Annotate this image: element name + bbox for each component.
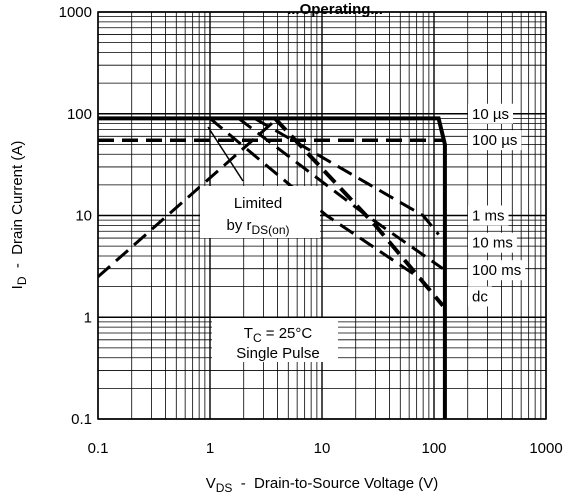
legend-label-bg	[468, 103, 513, 124]
x-tick-label: 1	[206, 440, 214, 457]
legend-label-bg	[468, 232, 517, 253]
y-tick-label: 1	[84, 309, 92, 326]
series-layer	[97, 116, 447, 419]
limited-pointer	[207, 126, 244, 182]
y-tick-label: 10	[75, 208, 92, 225]
conditions-tc: TC = 25°C	[244, 325, 313, 345]
legend-label-bg	[468, 130, 522, 151]
legend-label: dc	[472, 288, 488, 305]
x-tick-label: 0.1	[88, 440, 109, 457]
y-tick-label: 1000	[59, 4, 92, 21]
limited-label-box	[200, 186, 320, 238]
series-line	[98, 116, 447, 419]
series-line	[253, 117, 440, 236]
tick-labels: 0.1 1 10 100 1000 0.1 1 10 100 1000	[59, 4, 563, 457]
legend-label: 10 µs	[472, 106, 509, 123]
series-line	[273, 117, 445, 307]
series-line	[97, 117, 279, 278]
legend-label: 100 µs	[472, 132, 517, 149]
conditions-box	[212, 318, 338, 362]
x-tick-label: 100	[421, 440, 446, 457]
legend-label: 10 ms	[472, 235, 513, 252]
legend-label-bg	[468, 205, 509, 226]
legend-label-bg	[468, 260, 526, 281]
x-tick-label: 1000	[529, 440, 562, 457]
conditions-single-pulse: Single Pulse	[236, 345, 319, 362]
limited-label-line2: by rDS(on)	[226, 217, 289, 237]
y-tick-label: 100	[67, 106, 92, 123]
legend-label: 100 ms	[472, 262, 521, 279]
chart-title: ...Operating...	[287, 1, 383, 18]
x-tick-label: 10	[314, 440, 331, 457]
series-line	[237, 117, 444, 270]
legend-label: 1 ms	[472, 208, 505, 225]
series-line	[209, 117, 424, 282]
y-axis-title: ID - Drain Current (A)	[9, 141, 29, 290]
y-tick-label: 0.1	[71, 411, 92, 428]
limited-label-line1: Limited	[234, 195, 282, 212]
x-axis-title: VDS - Drain-to-Source Voltage (V)	[206, 475, 439, 495]
legend: 10 µs 100 µs 1 ms 10 ms 100 ms dc	[468, 103, 526, 307]
legend-label-bg	[468, 286, 492, 307]
annotations: Limited by rDS(on) TC = 25°C Single Puls…	[200, 126, 338, 362]
plot-frame	[97, 11, 547, 420]
